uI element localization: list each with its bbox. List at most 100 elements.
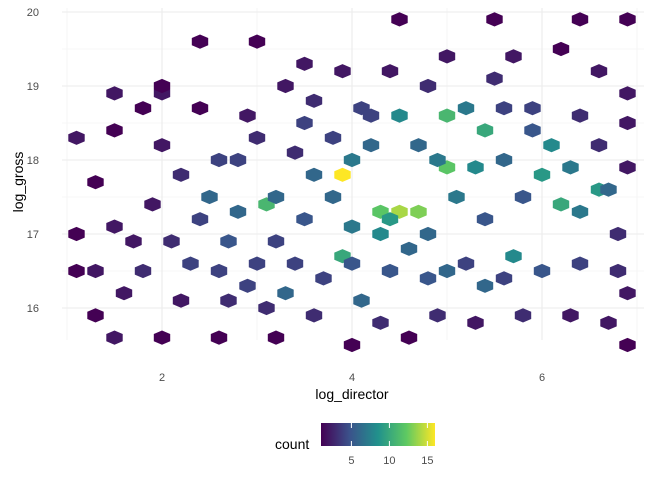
- legend-colorbar: [321, 423, 435, 446]
- hex-bin: [514, 308, 532, 323]
- y-tick-label: 17: [27, 229, 39, 241]
- hex-bin: [410, 138, 427, 153]
- hex-bin: [429, 308, 446, 323]
- hex-bin: [267, 189, 285, 205]
- hex-bin: [524, 101, 541, 116]
- hex-bin: [543, 138, 560, 153]
- hex-bin: [552, 41, 570, 57]
- hex-bin: [619, 115, 636, 131]
- hex-bin: [381, 64, 399, 79]
- hex-bin: [524, 123, 541, 138]
- y-tick-label: 20: [27, 7, 39, 19]
- hex-bin: [220, 293, 237, 308]
- hex-bin: [191, 34, 209, 49]
- hex-bin: [457, 101, 475, 116]
- hex-bin: [343, 256, 361, 271]
- hex-bin: [429, 152, 446, 168]
- hex-bin: [267, 234, 285, 249]
- y-tick-label: 19: [27, 81, 39, 93]
- hex-bin: [609, 263, 627, 279]
- hex-bin: [609, 226, 627, 242]
- hex-bin: [562, 160, 579, 175]
- hex-bin: [619, 12, 636, 27]
- hex-bin: [277, 286, 294, 301]
- hex-bin: [571, 204, 589, 219]
- hex-bin: [343, 152, 361, 168]
- hex-bin: [571, 12, 589, 27]
- legend-tick-label: 10: [383, 455, 395, 467]
- hex-bin: [495, 271, 513, 286]
- x-tick-label: 6: [539, 372, 545, 384]
- hex-bin: [343, 219, 361, 234]
- hex-bin: [68, 263, 85, 279]
- hex-bin: [201, 189, 218, 205]
- hex-bin: [153, 330, 171, 345]
- hex-bin: [210, 263, 228, 279]
- hex-bin: [106, 219, 123, 234]
- hex-bin: [372, 315, 389, 330]
- hex-bin: [533, 167, 551, 182]
- hex-bin: [571, 108, 589, 123]
- hex-bin: [248, 34, 266, 49]
- hex-bin: [391, 108, 408, 123]
- hex-bin: [153, 78, 171, 94]
- hex-bin: [229, 204, 247, 219]
- x-tick-label: 2: [159, 372, 165, 384]
- hex-bin: [362, 108, 380, 123]
- hex-bin: [419, 78, 437, 94]
- hex-bin: [239, 278, 256, 293]
- hex-bin: [286, 145, 304, 160]
- hex-bin: [505, 49, 522, 64]
- hex-bin: [334, 64, 351, 79]
- hex-bin: [296, 212, 313, 227]
- hex-bin: [248, 256, 266, 271]
- hex-bin: [619, 286, 636, 301]
- hex-bin: [267, 330, 285, 345]
- hex-bin: [400, 330, 418, 345]
- hex-bin: [391, 12, 408, 27]
- hex-bin: [172, 293, 190, 308]
- hex-bin: [191, 101, 209, 116]
- hex-bin: [419, 271, 437, 286]
- hex-bin: [448, 189, 465, 205]
- hex-bin: [134, 101, 152, 116]
- hex-bin: [239, 108, 256, 123]
- tick-labels: 2 4 6 16 17 18 19 20: [27, 7, 545, 384]
- hex-bin: [410, 204, 427, 219]
- x-tick-label: 4: [349, 372, 355, 384]
- hex-bin: [400, 241, 418, 256]
- hex-bin: [552, 197, 570, 212]
- hex-bin: [438, 108, 456, 123]
- hex-bin: [315, 271, 332, 286]
- hex-bin: [362, 138, 380, 153]
- hex-bin: [467, 160, 484, 175]
- hex-bin: [144, 197, 161, 212]
- grid-lines: [62, 8, 644, 340]
- hex-bin: [277, 78, 294, 94]
- hex-bin: [296, 115, 313, 131]
- hex-bin: [106, 86, 123, 101]
- hex-bin: [495, 152, 513, 168]
- hex-bin: [248, 130, 266, 145]
- hex-bin: [324, 130, 342, 145]
- hex-bin: [229, 152, 247, 168]
- hex-bins: [68, 12, 636, 353]
- y-axis-title: log_gross: [10, 152, 26, 213]
- legend-title: count: [275, 436, 309, 452]
- hex-bin: [486, 71, 503, 86]
- hex-bin: [438, 49, 456, 64]
- hex-bin: [476, 123, 494, 138]
- hex-bin: [115, 286, 133, 301]
- hex-bin: [134, 263, 152, 279]
- hex-bin: [381, 263, 399, 279]
- hex-bin: [619, 337, 636, 353]
- hex-bin: [286, 256, 304, 271]
- legend: count 5 10 15: [275, 423, 435, 467]
- hex-bin: [514, 189, 532, 205]
- legend-tick-label: 5: [348, 455, 354, 467]
- hex-bin: [106, 330, 123, 345]
- hex-bin: [571, 256, 589, 271]
- hex-bin: [533, 263, 551, 279]
- hex-bin: [343, 337, 361, 353]
- hex-bin: [305, 167, 323, 182]
